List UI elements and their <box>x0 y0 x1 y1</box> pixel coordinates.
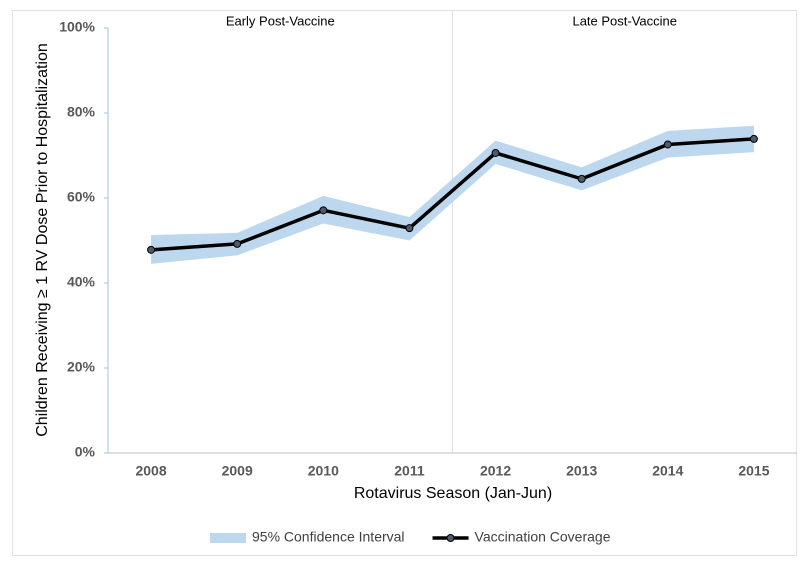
point <box>491 148 500 157</box>
y-tick-label: 100% <box>59 19 95 35</box>
x-axis-title: Rotavirus Season (Jan-Jun) <box>354 485 552 502</box>
y-tick-label: 20% <box>67 359 96 375</box>
x-tick-label: 2010 <box>308 463 339 479</box>
y-tick-label: 60% <box>67 189 96 205</box>
line <box>150 137 755 252</box>
y-tick-label: 0% <box>75 444 96 460</box>
legend-marker <box>446 534 455 542</box>
point <box>319 206 328 215</box>
y-axis-title: Children Receiving ≥ 1 RV Dose Prior to … <box>34 43 51 437</box>
x-tick-label: 2012 <box>480 463 511 479</box>
point <box>577 174 586 183</box>
confidence-band <box>151 125 754 264</box>
x-tick-label: 2015 <box>738 463 769 479</box>
legend-label: Vaccination Coverage <box>475 529 611 545</box>
chart-frame <box>12 10 797 556</box>
point <box>749 134 758 143</box>
x-tick-label: 2009 <box>222 463 253 479</box>
x-tick-label: 2008 <box>135 463 166 479</box>
annotation: Late Post-Vaccine <box>572 13 677 28</box>
x-tick-label: 2013 <box>566 463 597 479</box>
x-tick-label: 2011 <box>394 463 425 479</box>
y-tick-label: 80% <box>67 104 96 120</box>
annotation: Early Post-Vaccine <box>226 13 335 28</box>
point <box>405 224 414 233</box>
point <box>663 140 672 149</box>
legend-label: 95% Confidence Interval <box>252 529 405 545</box>
legend-swatch <box>210 533 246 543</box>
y-tick-label: 40% <box>67 274 96 290</box>
point <box>147 245 156 254</box>
point <box>233 239 242 248</box>
x-tick-label: 2014 <box>652 463 683 479</box>
